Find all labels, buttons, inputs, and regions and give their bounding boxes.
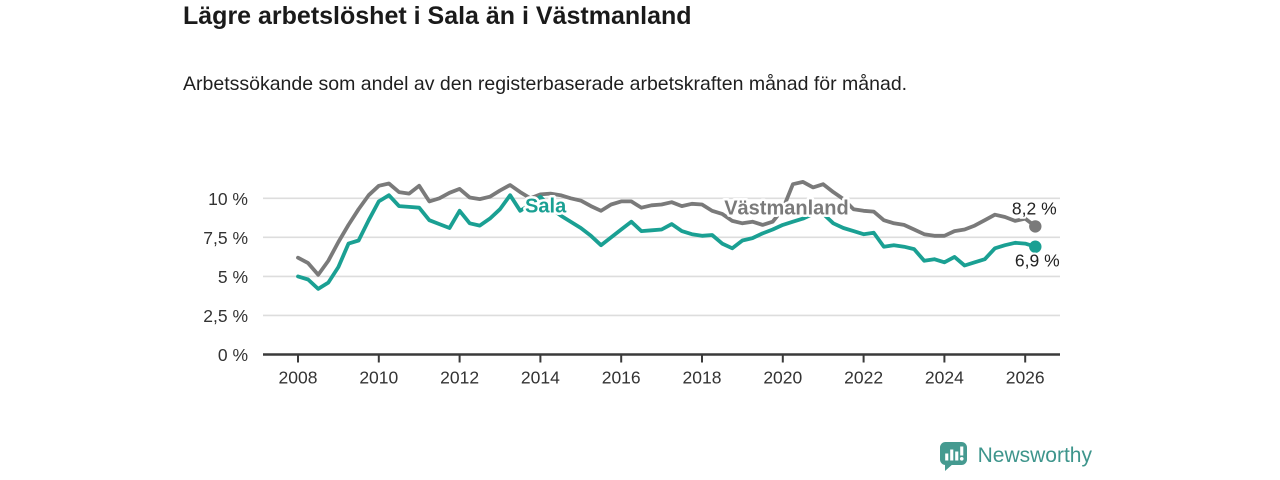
x-axis-tick-label: 2016 [602,368,641,388]
x-axis-tick-label: 2020 [763,368,802,388]
x-axis-tick-label: 2010 [359,368,398,388]
series-line-sala [296,193,1038,291]
y-axis-tick-label: 5 % [218,267,248,287]
y-axis-tick-label: 2,5 % [203,306,248,326]
series-line-västmanland [296,179,1038,277]
x-axis-tick-label: 2018 [683,368,722,388]
chart-title: Lägre arbetslöshet i Sala än i Västmanla… [183,2,692,30]
x-axis-tick-label: 2008 [279,368,318,388]
x-axis-tick-label: 2014 [521,368,560,388]
y-axis-tick-label: 10 % [208,189,248,209]
series-end-dot-sala [1029,240,1042,253]
y-axis-tick-label: 7,5 % [203,228,248,248]
x-axis-tick-label: 2022 [844,368,883,388]
series-end-value-västmanland: 8,2 % [1012,198,1057,218]
y-axis-tick-label: 0 % [218,345,248,365]
chart-subtitle: Arbetssökande som andel av den registerb… [183,73,908,95]
series-label-sala: Sala [525,195,567,217]
series-end-value-sala: 6,9 % [1015,251,1060,271]
newsworthy-logo: Newsworthy [939,441,1092,471]
series-label-västmanland: Västmanland [724,198,848,220]
x-axis-tick-label: 2026 [1006,368,1045,388]
newsworthy-wordmark: Newsworthy [977,444,1092,467]
bar-chart-speech-bubble-icon [939,441,967,471]
series-end-dot-västmanland [1029,220,1042,233]
x-axis-tick-label: 2012 [440,368,479,388]
x-axis-tick-label: 2024 [925,368,964,388]
